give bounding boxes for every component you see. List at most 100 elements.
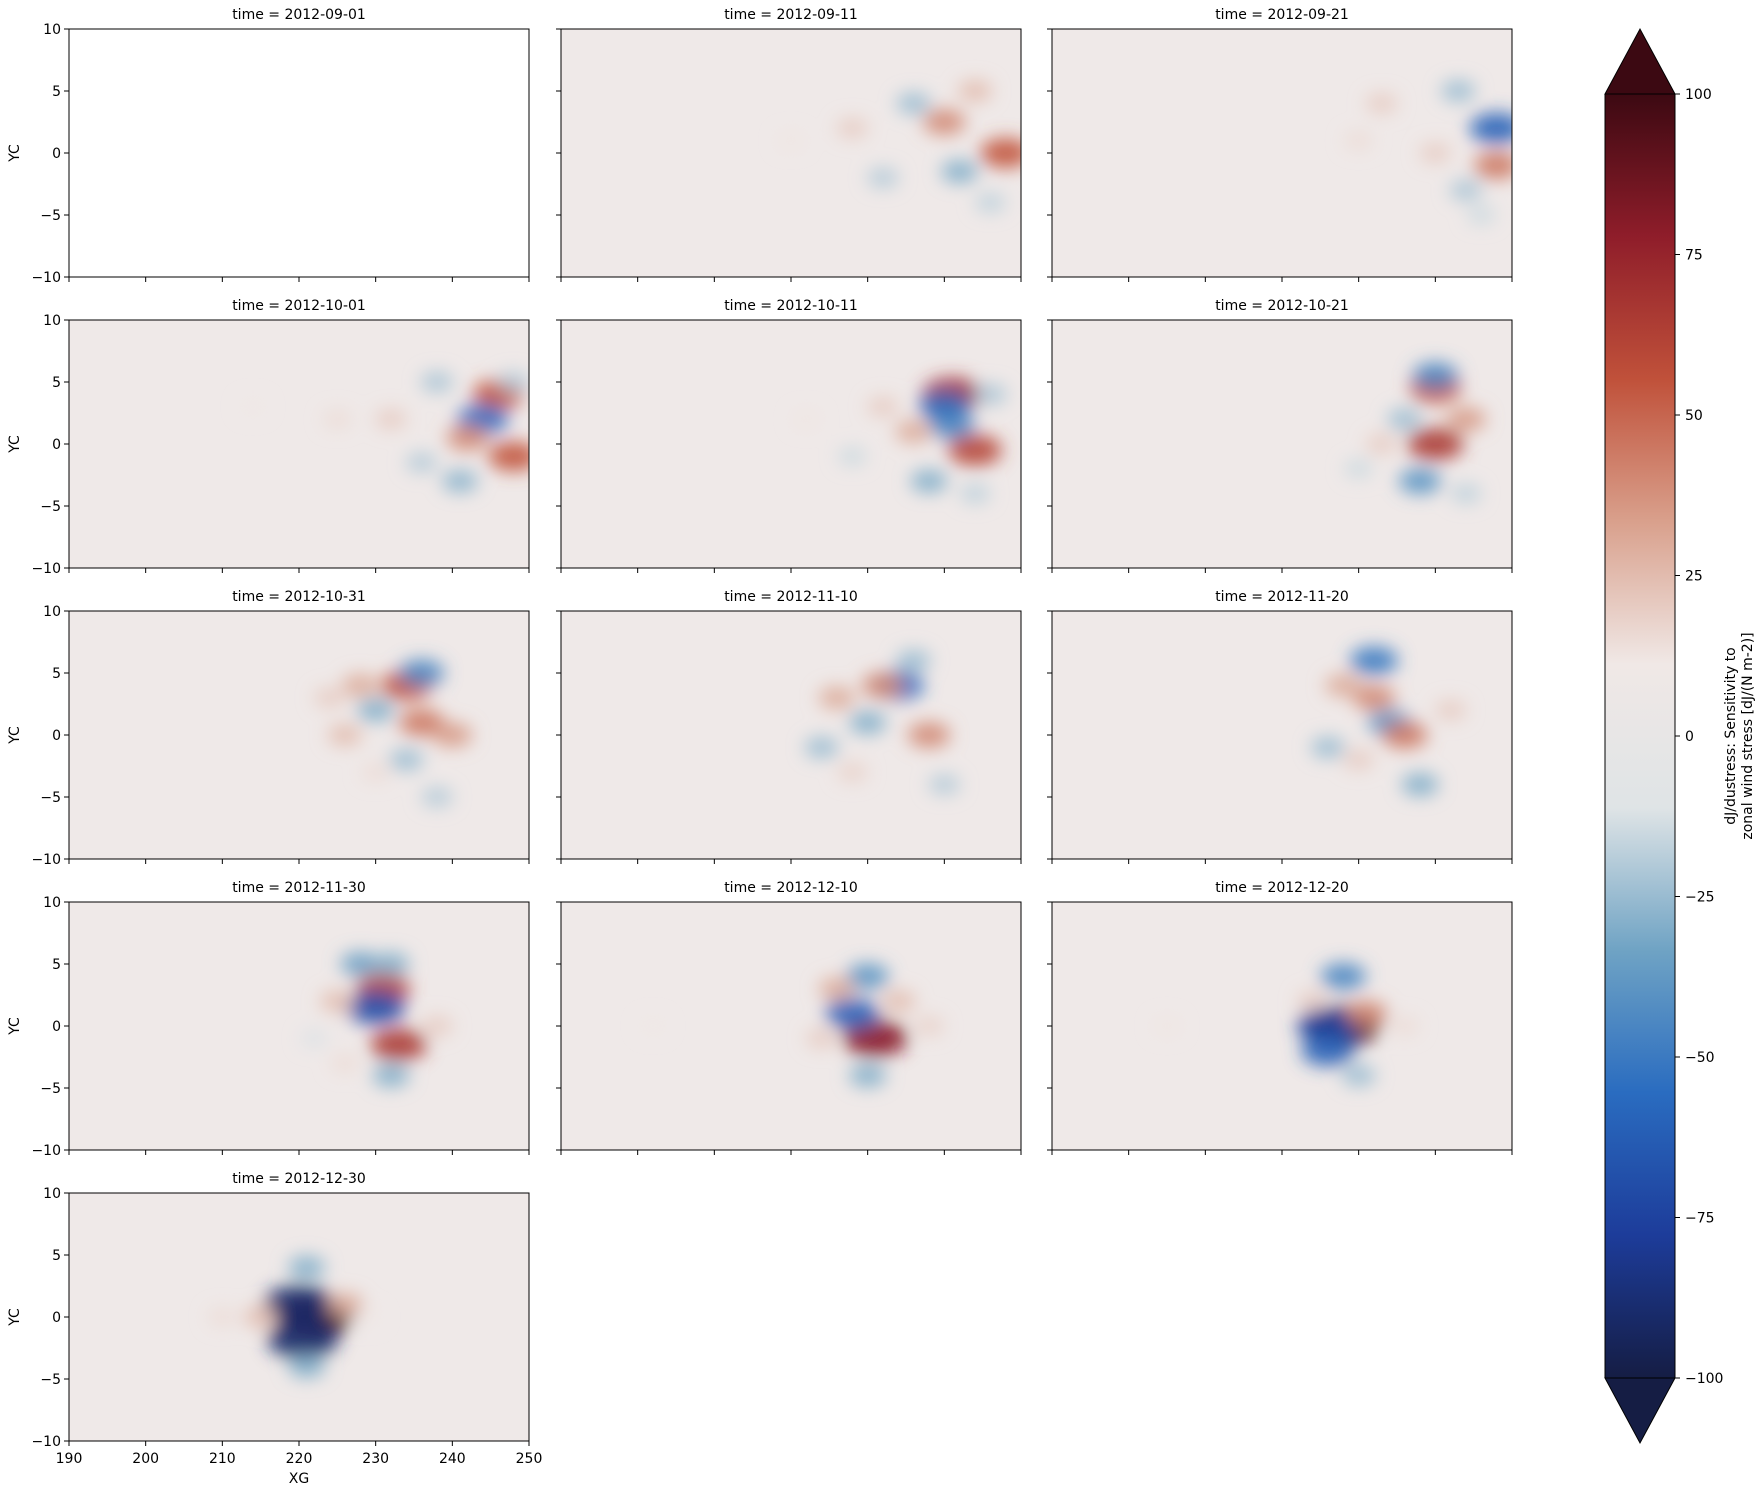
y-tick-label: 10 — [43, 604, 61, 620]
facet-panel: time = 2012-10-21 — [1047, 298, 1513, 573]
facet-panel: time = 2012-10-11 — [556, 298, 1022, 573]
y-tick-label: −10 — [31, 1434, 61, 1450]
heatmap-cell — [488, 441, 529, 472]
heatmap-cell — [975, 193, 1006, 213]
heatmap-cell — [1343, 750, 1375, 770]
facet-panel: time = 2012-11-20 — [1047, 589, 1513, 864]
heatmap-cell — [421, 787, 453, 807]
heatmap-cell — [1467, 205, 1496, 225]
colorbar-tick-label: 50 — [1685, 408, 1703, 424]
heatmap-cell — [446, 425, 489, 451]
heatmap-cell — [896, 650, 931, 672]
heatmap-cell — [314, 688, 346, 708]
heatmap-cell — [1446, 407, 1486, 432]
colorbar-tick-label: 100 — [1685, 87, 1712, 103]
heatmap-cell — [818, 686, 856, 709]
heatmap-cell — [300, 1029, 328, 1048]
heatmap-cell — [1352, 685, 1396, 711]
heatmap-cell — [1320, 963, 1366, 990]
heatmap-cell — [861, 672, 905, 699]
heatmap-field — [300, 952, 453, 1087]
heatmap-cell — [958, 80, 992, 102]
facet-title: time = 2012-11-30 — [232, 880, 366, 896]
colorbar-label: zonal wind stress [dJ/(N m-2)] — [1740, 632, 1756, 839]
heatmap-cell — [913, 1016, 945, 1036]
heatmap-cell — [1401, 773, 1439, 796]
heatmap-cell — [896, 92, 931, 114]
facet-panel: time = 2012-09-01 −10 −5 0 5 10 YC — [7, 7, 530, 286]
heatmap-cell — [1311, 736, 1345, 758]
heatmap-cell — [849, 1064, 887, 1087]
y-tick-label: −5 — [40, 208, 61, 224]
y-tick-label: 0 — [52, 437, 61, 453]
heatmap-field — [1344, 80, 1512, 225]
x-tick-label: 220 — [286, 1451, 313, 1467]
heatmap-cell — [910, 470, 948, 493]
heatmap-cell — [1441, 80, 1476, 102]
facet-title: time = 2012-11-20 — [1215, 589, 1349, 605]
heatmap-cell — [895, 420, 933, 443]
heatmap-cell — [980, 138, 1021, 168]
y-tick-label: −10 — [31, 1143, 61, 1159]
heatmap-cell — [1344, 131, 1373, 150]
colorbar-tick-label: −25 — [1685, 890, 1715, 906]
heatmap-cell — [1344, 459, 1373, 478]
heatmap-background — [561, 29, 1021, 277]
x-tick-label: 250 — [516, 1451, 543, 1467]
colorbar-tick-label: 75 — [1685, 248, 1703, 264]
heatmap-cell — [1382, 721, 1428, 749]
y-tick-label: 10 — [43, 22, 61, 38]
heatmap-cell — [328, 724, 362, 746]
y-tick-label: 0 — [52, 146, 61, 162]
y-tick-label: 0 — [52, 1019, 61, 1035]
y-tick-label: −5 — [40, 499, 61, 515]
heatmap-cell — [288, 1355, 326, 1378]
heatmap-cell — [267, 1319, 339, 1359]
heatmap-cell — [838, 447, 867, 466]
heatmap-cell — [842, 1020, 908, 1057]
facet-panel: time = 2012-11-10 — [556, 589, 1022, 864]
heatmap-cell — [923, 109, 966, 135]
heatmap-cell — [357, 699, 395, 722]
y-tick-label: −10 — [31, 852, 61, 868]
heatmap-field — [1311, 646, 1467, 796]
facet-title: time = 2012-10-01 — [232, 298, 366, 314]
y-tick-label: −5 — [40, 790, 61, 806]
facet-panel: time = 2012-10-01 −10 −5 0 5 10 YC — [7, 298, 530, 577]
colorbar-tick-label: 0 — [1685, 729, 1694, 745]
heatmap-field — [640, 963, 945, 1087]
facet-title: time = 2012-10-11 — [724, 298, 858, 314]
facet-title: time = 2012-10-21 — [1215, 298, 1349, 314]
heatmap-cell — [389, 749, 424, 771]
heatmap-cell — [1301, 1035, 1355, 1067]
heatmap-cell — [849, 711, 887, 734]
heatmap-cell — [1412, 362, 1458, 390]
heatmap-background — [561, 320, 1021, 568]
facet-panel: time = 2012-12-30 −10 −5 0 5 10 YC 190 200 210 220… — [7, 1171, 542, 1487]
y-axis-label: YC — [7, 726, 23, 745]
heatmap-cell — [806, 1028, 838, 1049]
facet-panel: time = 2012-09-21 — [1047, 7, 1513, 282]
heatmap-cell — [1419, 143, 1451, 163]
heatmap-cell — [406, 452, 438, 473]
colorbar: 100 75 50 25 0 −25 −50 −75 −100 dJ/dustress: Sens… — [1604, 27, 1756, 1445]
heatmap-cell — [240, 398, 266, 416]
y-tick-label: 10 — [43, 313, 61, 329]
heatmap-cell — [777, 131, 805, 150]
heatmap-cell — [1345, 1001, 1388, 1027]
heatmap-cell — [340, 952, 381, 976]
y-tick-label: −5 — [40, 1372, 61, 1388]
heatmap-cell — [1387, 408, 1422, 430]
heatmap-cell — [867, 168, 899, 188]
heatmap-cell — [1366, 434, 1398, 454]
heatmap-cell — [263, 1285, 335, 1325]
heatmap-cell — [1450, 484, 1482, 504]
heatmap-field — [314, 659, 473, 807]
heatmap-cell — [1297, 1008, 1359, 1044]
heatmap-cell — [420, 371, 454, 393]
heatmap-cell — [1366, 93, 1398, 114]
heatmap-cell — [1449, 180, 1483, 201]
heatmap-cell — [323, 410, 352, 429]
